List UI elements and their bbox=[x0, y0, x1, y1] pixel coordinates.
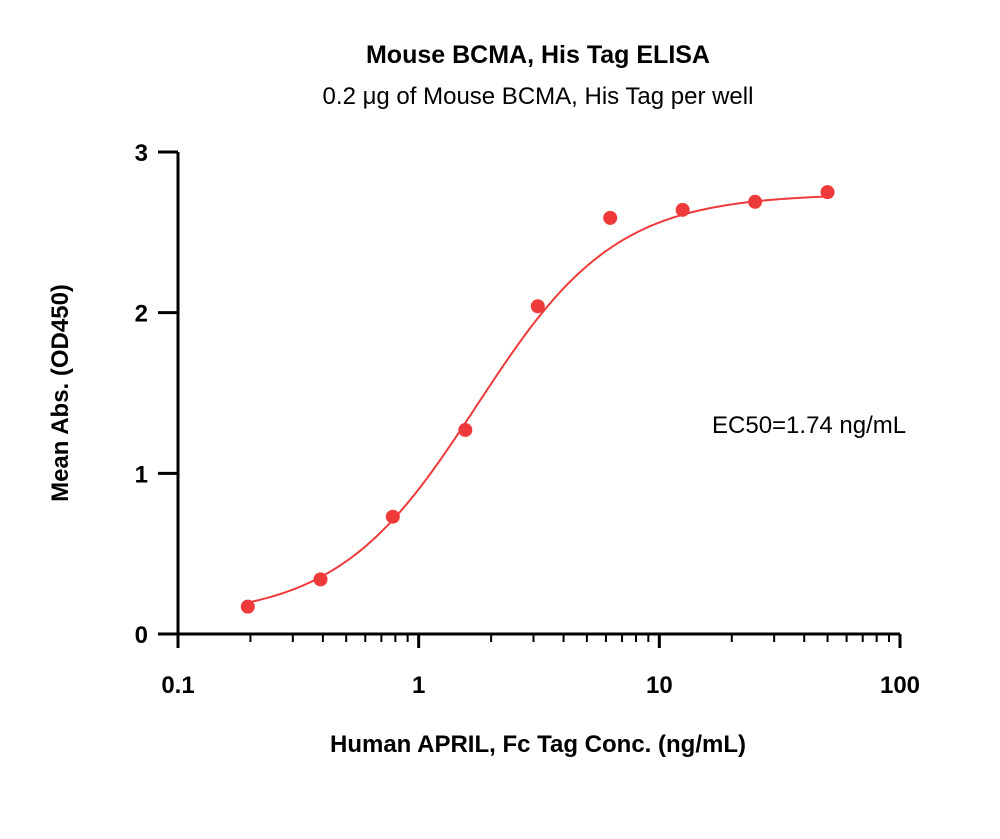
x-tick-label: 10 bbox=[646, 672, 673, 699]
y-axis-ticks: 0 1 2 3 bbox=[135, 140, 178, 649]
data-point bbox=[820, 185, 835, 200]
chart-title: Mouse BCMA, His Tag ELISA bbox=[366, 41, 710, 69]
data-point bbox=[748, 194, 763, 209]
y-tick-label: 2 bbox=[135, 301, 148, 328]
data-point bbox=[313, 572, 328, 587]
data-point bbox=[458, 422, 473, 437]
fit-curve bbox=[247, 195, 828, 604]
y-tick-label: 3 bbox=[135, 140, 148, 167]
data-point bbox=[385, 509, 400, 524]
axes bbox=[176, 152, 900, 636]
data-point bbox=[530, 299, 545, 314]
ec50-annotation: EC50=1.74 ng/mL bbox=[712, 412, 906, 439]
y-axis-label: Mean Abs. (OD450) bbox=[47, 284, 74, 502]
x-axis-ticks: 0.1 1 10 100 bbox=[161, 634, 920, 699]
y-tick-label: 1 bbox=[135, 461, 148, 488]
data-point bbox=[240, 599, 255, 614]
y-tick-label: 0 bbox=[135, 622, 148, 649]
x-tick-label: 100 bbox=[880, 672, 920, 699]
x-tick-label: 0.1 bbox=[161, 672, 194, 699]
x-axis-label: Human APRIL, Fc Tag Conc. (ng/mL) bbox=[330, 731, 746, 758]
chart-subtitle: 0.2 μg of Mouse BCMA, His Tag per well bbox=[323, 83, 754, 110]
data-points bbox=[240, 185, 835, 614]
x-tick-label: 1 bbox=[412, 672, 425, 699]
data-point bbox=[675, 202, 690, 217]
data-point bbox=[603, 210, 618, 225]
